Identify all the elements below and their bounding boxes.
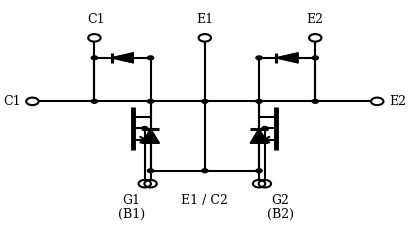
Text: E2: E2 xyxy=(389,95,406,108)
Circle shape xyxy=(312,56,318,60)
Circle shape xyxy=(142,127,148,130)
Text: C1: C1 xyxy=(88,13,105,26)
Polygon shape xyxy=(276,53,298,63)
Circle shape xyxy=(256,56,262,60)
Circle shape xyxy=(256,99,262,103)
Text: E1 / C2: E1 / C2 xyxy=(181,194,228,207)
Text: G1: G1 xyxy=(122,194,140,207)
Polygon shape xyxy=(250,129,268,143)
Polygon shape xyxy=(142,129,159,143)
Text: G2: G2 xyxy=(272,194,289,207)
Circle shape xyxy=(202,169,208,173)
Circle shape xyxy=(202,99,208,103)
Text: C1: C1 xyxy=(3,95,21,108)
Polygon shape xyxy=(112,53,133,63)
Text: (B2): (B2) xyxy=(267,208,294,221)
Circle shape xyxy=(91,56,97,60)
Text: E1: E1 xyxy=(196,13,213,26)
Circle shape xyxy=(148,169,154,173)
Circle shape xyxy=(91,99,97,103)
Circle shape xyxy=(148,99,154,103)
Circle shape xyxy=(256,169,262,173)
Circle shape xyxy=(312,99,318,103)
Circle shape xyxy=(148,56,154,60)
Text: E2: E2 xyxy=(307,13,324,26)
Text: (B1): (B1) xyxy=(118,208,145,221)
Circle shape xyxy=(262,127,268,130)
